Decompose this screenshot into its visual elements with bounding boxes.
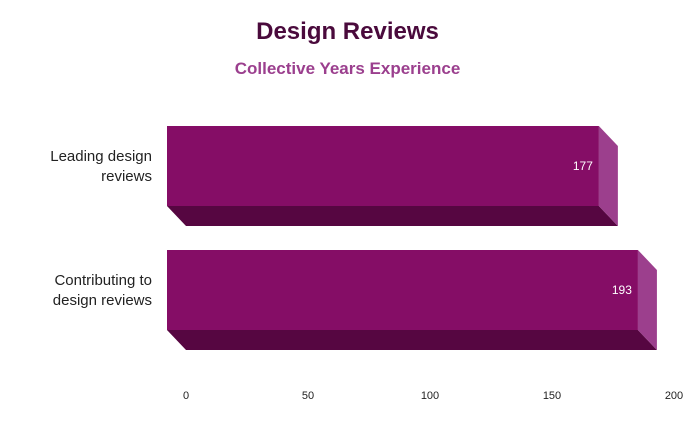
bar-2: 193: [167, 250, 657, 350]
category-label: Leading design reviews: [50, 148, 152, 185]
bar-side-face: [598, 126, 618, 226]
bar-side-face: [637, 250, 657, 350]
category-label: Contributing to design reviews: [53, 272, 152, 309]
x-tick-label: 0: [183, 390, 189, 402]
bar-bottom-face: [167, 330, 657, 350]
data-label: 177: [573, 159, 593, 173]
x-tick-label: 100: [421, 390, 439, 402]
data-label: 193: [612, 283, 632, 297]
bar-front-face: [167, 250, 638, 330]
bar-1: 177: [167, 126, 618, 226]
bar-front-face: [167, 126, 599, 206]
x-tick-label: 150: [543, 390, 561, 402]
x-tick-label: 200: [665, 390, 683, 402]
chart-subtitle: Collective Years Experience: [234, 59, 461, 78]
bar-bottom-face: [167, 206, 618, 226]
x-tick-label: 50: [302, 390, 314, 402]
chart-title: Design Reviews: [256, 18, 439, 45]
